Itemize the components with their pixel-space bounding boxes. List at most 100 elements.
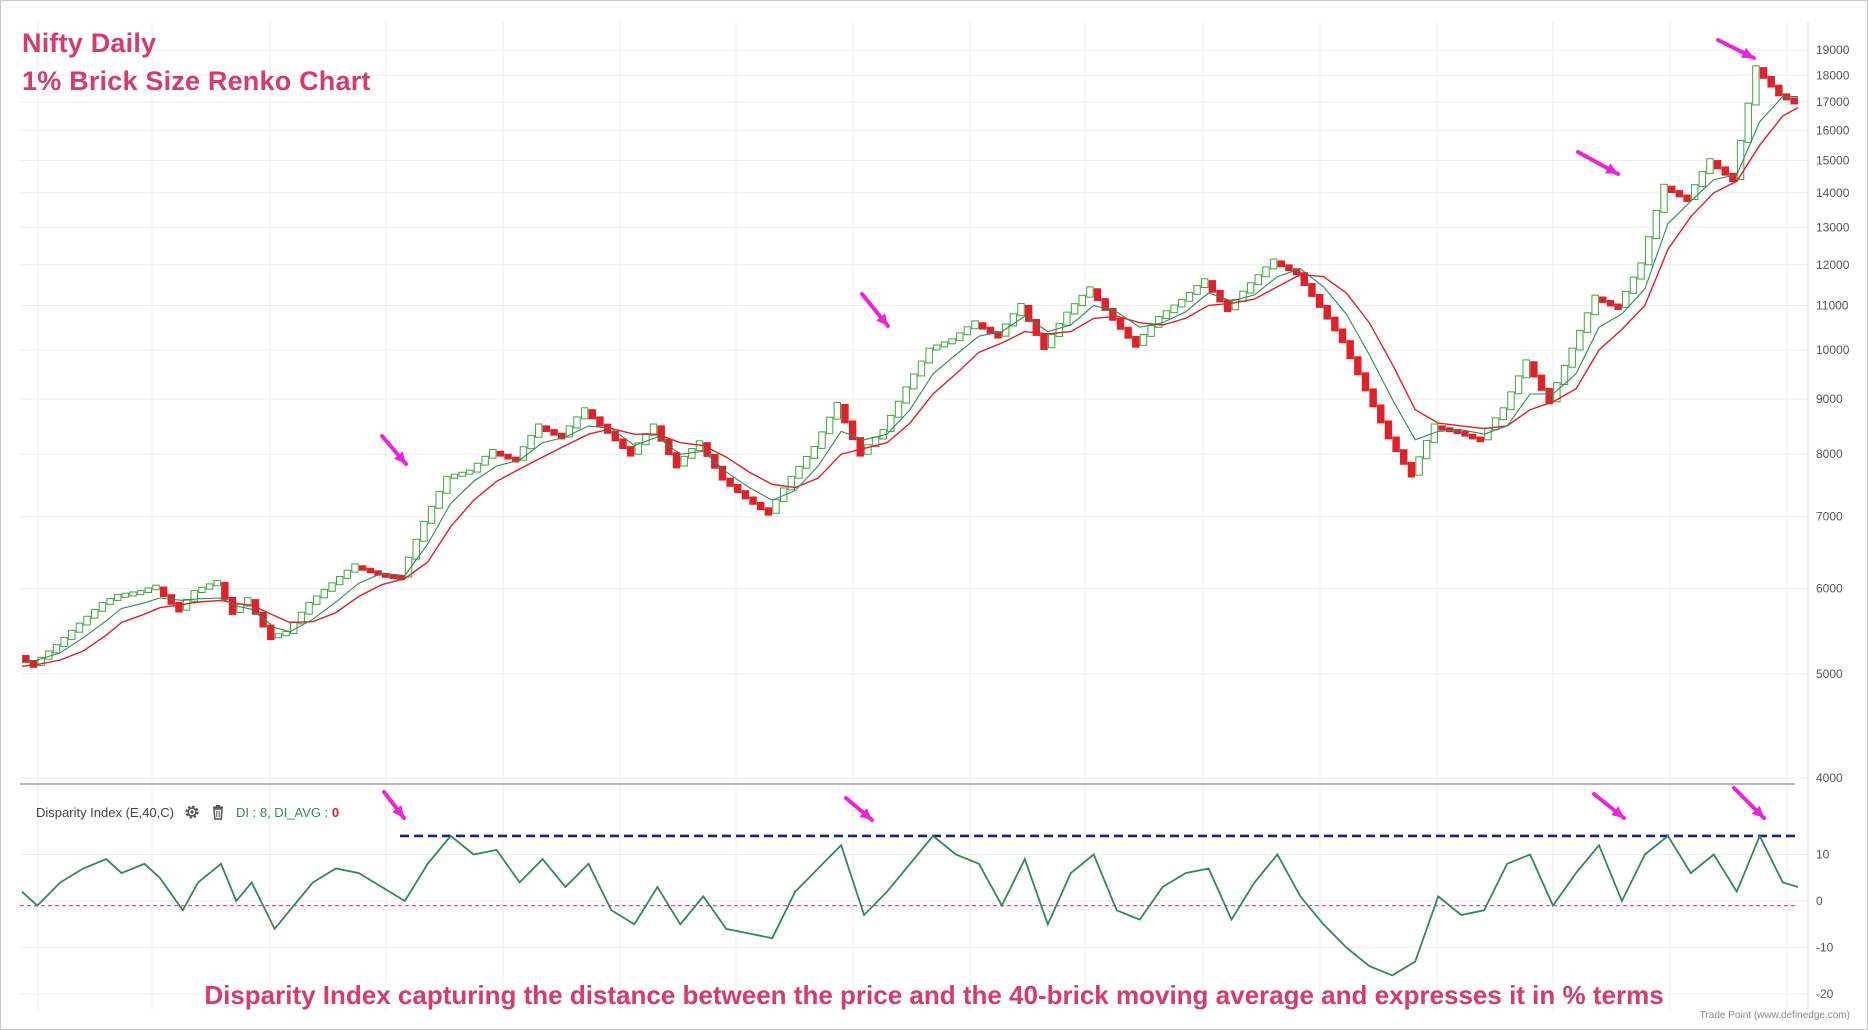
renko-brick-up xyxy=(1170,304,1178,314)
price-tick-label: 5000 xyxy=(1816,667,1843,681)
renko-brick-up xyxy=(1576,329,1584,351)
reference-lines xyxy=(20,834,1798,907)
price-tick-label: 11000 xyxy=(1816,298,1849,312)
renko-brick-up xyxy=(1629,276,1638,294)
renko-brick-down xyxy=(1775,84,1783,97)
renko-brick-up xyxy=(887,414,895,432)
renko-brick-down xyxy=(764,507,773,516)
renko-brick-down xyxy=(1400,449,1408,465)
grid xyxy=(20,22,1808,1010)
renko-brick-up xyxy=(473,462,482,473)
renko-brick-up xyxy=(1055,322,1063,337)
renko-brick-down xyxy=(734,483,742,494)
renko-brick-down xyxy=(665,438,673,456)
renko-brick-down xyxy=(1208,280,1217,293)
renko-brick-up xyxy=(833,402,841,420)
renko-brick-up xyxy=(1591,294,1599,316)
arrow-head xyxy=(876,313,888,326)
renko-brick-down xyxy=(1530,361,1538,378)
renko-brick-down xyxy=(1109,307,1117,321)
renko-brick-down xyxy=(1346,340,1354,360)
renko-brick-down xyxy=(267,624,275,641)
renko-brick-down xyxy=(504,453,512,460)
di-tick-label: -20 xyxy=(1816,987,1834,1001)
renko-brick-up xyxy=(580,407,589,420)
di-tick-label: 0 xyxy=(1816,894,1823,908)
renko-brick-up xyxy=(443,475,451,494)
renko-brick-down xyxy=(366,567,375,574)
renko-brick-up xyxy=(106,598,114,605)
trash-icon[interactable] xyxy=(210,804,226,820)
renko-brick-up xyxy=(489,448,497,459)
renko-brick-up xyxy=(894,400,903,418)
renko-brick-up xyxy=(519,446,528,461)
renko-brick-down xyxy=(557,432,566,440)
di-values: DI : 8, DI_AVG : 0 xyxy=(236,805,339,820)
renko-brick-down xyxy=(175,601,183,613)
renko-brick-up xyxy=(244,597,252,607)
renko-brick-down xyxy=(1461,430,1469,437)
renko-brick-up xyxy=(573,416,581,429)
renko-brick-up xyxy=(1583,312,1592,333)
renko-brick-up xyxy=(75,622,84,633)
renko-brick-down xyxy=(358,565,367,571)
arrow-head xyxy=(1611,806,1624,818)
renko-brick-down xyxy=(741,490,750,500)
renko-brick-down xyxy=(619,438,627,449)
renko-brick-up xyxy=(1622,290,1630,309)
renko-brick-up xyxy=(680,455,688,467)
renko-brick-down xyxy=(1545,387,1553,405)
price-tick-label: 16000 xyxy=(1816,123,1850,137)
renko-brick-down xyxy=(1407,461,1416,478)
renko-brick-down xyxy=(596,416,604,427)
renko-brick-down xyxy=(1468,433,1477,440)
renko-brick-up xyxy=(1499,407,1507,421)
di-avg-label: , DI_AVG : xyxy=(267,804,332,820)
renko-brick-up xyxy=(787,475,796,491)
renko-brick-up xyxy=(565,425,574,438)
renko-brick-up xyxy=(328,582,336,592)
renko-brick-up xyxy=(351,563,359,573)
renko-brick-up xyxy=(1553,382,1561,403)
renko-brick-down xyxy=(1606,300,1615,307)
renko-brick-down xyxy=(221,581,229,600)
renko-brick-down xyxy=(1445,427,1454,433)
renko-brick-down xyxy=(1614,303,1622,310)
gear-icon[interactable] xyxy=(184,804,200,820)
renko-brick-up xyxy=(136,590,145,596)
renko-brick-up xyxy=(910,373,918,390)
renko-brick-up xyxy=(649,423,658,436)
renko-brick-up xyxy=(404,556,413,578)
renko-brick-up xyxy=(152,584,160,591)
renko-brick-down xyxy=(1308,283,1316,297)
renko-brick-down xyxy=(1093,288,1102,301)
renko-brick-down xyxy=(1713,160,1722,170)
renko-brick-up xyxy=(1185,291,1194,302)
renko-brick-down xyxy=(1323,304,1331,320)
renko-brick-up xyxy=(1178,298,1186,308)
renko-brick-up xyxy=(902,386,910,404)
renko-brick-up xyxy=(144,587,153,594)
renko-brick-up xyxy=(1009,313,1018,327)
renko-brick-down xyxy=(1729,172,1737,183)
renko-brick-down xyxy=(1032,319,1041,336)
price-tick-label: 12000 xyxy=(1816,258,1850,272)
renko-brick-up xyxy=(810,446,819,459)
renko-brick-up xyxy=(274,633,283,639)
watermark: Trade Point (www.definedge.com) xyxy=(1699,1010,1850,1021)
renko-brick-down xyxy=(1790,97,1798,105)
renko-brick-up xyxy=(1645,236,1653,266)
renko-brick-up xyxy=(802,455,811,469)
renko-brick-down xyxy=(1377,404,1385,424)
renko-brick-down xyxy=(1675,190,1684,198)
renko-brick-up xyxy=(535,423,543,438)
renko-brick-up xyxy=(527,434,535,450)
renko-brick-up xyxy=(113,594,122,601)
di-tick-label: 10 xyxy=(1816,848,1830,862)
renko-brick-up xyxy=(435,490,443,509)
renko-brick-down xyxy=(757,501,765,511)
renko-brick-up xyxy=(1162,310,1171,319)
renko-brick-down xyxy=(749,496,757,505)
price-tick-label: 15000 xyxy=(1816,154,1850,168)
renko-brick-up xyxy=(948,338,956,345)
